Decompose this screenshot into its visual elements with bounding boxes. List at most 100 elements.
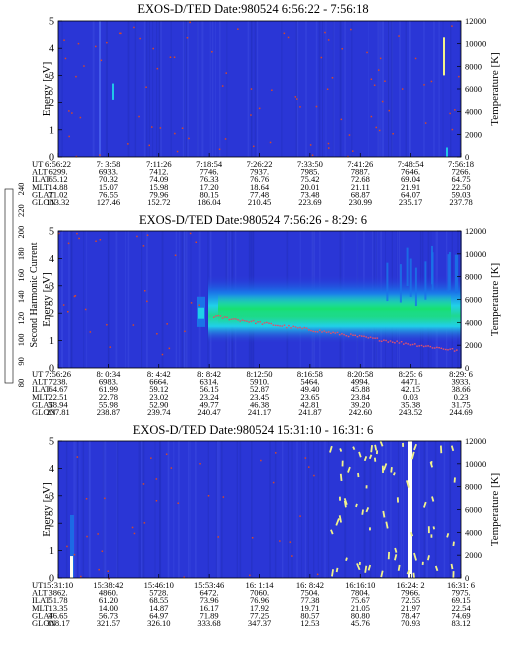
- trace-point: [363, 455, 368, 462]
- streak: [70, 231, 73, 368]
- panel-1-title: EXOS-D/TED Date:980524 6:56:22 - 7:56:18: [137, 2, 368, 16]
- trace-point: [341, 48, 343, 50]
- streak: [388, 21, 389, 157]
- panel-2-plot: 0 1 2 3 4 5 Energy [eV] 0 2000 4000 6000 8000 10000 1…: [32, 226, 501, 417]
- trace-point: [447, 349, 449, 351]
- streak: [146, 231, 148, 368]
- trace-point: [338, 515, 342, 523]
- table-cell: 7985.: [300, 167, 319, 177]
- table-cell: 5464.: [300, 377, 319, 387]
- trace-point: [217, 536, 219, 538]
- trace-point: [452, 541, 455, 547]
- streak: [443, 441, 446, 578]
- y-axis-right: 0 2000 4000 6000 8000 10000 12000 Temperature […: [457, 16, 501, 162]
- y-tick-label: 4: [49, 44, 54, 55]
- table-cell: 77.25: [250, 610, 269, 620]
- trace-point: [313, 474, 315, 477]
- trace-point: [308, 329, 310, 331]
- trace-point: [392, 133, 394, 135]
- row-label: ILAT: [32, 595, 51, 605]
- y2-tick-label: 6000: [465, 295, 482, 305]
- table-cell: 0.23: [454, 392, 469, 402]
- trace-point: [156, 333, 158, 335]
- trace-point: [255, 322, 257, 325]
- row-label: ALT: [32, 167, 49, 177]
- trace-point: [301, 327, 303, 330]
- trace-point: [228, 318, 231, 321]
- trace-point: [410, 451, 415, 460]
- trace-point: [375, 126, 377, 129]
- table-cell: 21.11: [351, 182, 370, 192]
- streak: [215, 441, 217, 578]
- trace-point: [304, 457, 307, 459]
- trace-point: [335, 567, 339, 573]
- table-cell: 74.69: [451, 610, 470, 620]
- trace-point: [312, 330, 314, 333]
- panel-2: EXOS-D/TED Date:980524 7:56:26 - 8:29: 6…: [32, 213, 501, 417]
- y-tick-label: 2: [49, 309, 54, 320]
- trace-point: [168, 347, 171, 350]
- panel-1-plot: 0 1 2 3 4 5 Energy [eV] 0 2000 4000 6000 8000 10000 1…: [32, 16, 501, 207]
- trace-point: [416, 345, 418, 347]
- trace-point: [319, 329, 321, 331]
- table-cell: 7746.: [200, 167, 219, 177]
- trace-point: [451, 128, 454, 131]
- trace-point: [380, 570, 384, 578]
- trace-point: [222, 496, 225, 498]
- colorbar-title: Second Harmonic Current: [29, 242, 40, 347]
- trace-point: [348, 134, 351, 136]
- table-cell: 52.90: [149, 399, 168, 409]
- streak: [364, 441, 366, 578]
- streak: [182, 21, 185, 157]
- streak: [377, 21, 380, 157]
- streak: [216, 441, 219, 578]
- orbit-table: UT 7:56:26 8: 0:34 8: 4:42 8: 8:42 8:12:50 8:1…: [32, 369, 473, 417]
- table-cell: 23.65: [300, 392, 319, 402]
- data-gap: [408, 441, 412, 578]
- trace-point: [328, 147, 330, 149]
- trace-point: [423, 84, 425, 86]
- trace-point: [347, 155, 349, 158]
- trace-point: [390, 467, 393, 473]
- trace-point: [383, 339, 385, 341]
- table-cell: 16.17: [200, 603, 219, 613]
- y-tick-label: 5: [49, 17, 54, 28]
- trace-point: [409, 531, 414, 537]
- streak: [368, 21, 369, 157]
- streak: [307, 441, 309, 578]
- row-label: UT: [32, 369, 44, 379]
- trace-point: [425, 345, 427, 347]
- streak: [190, 231, 192, 368]
- table-cell: 6314.: [200, 377, 219, 387]
- table-cell: 8: 8:42: [197, 369, 221, 379]
- trace-point: [58, 232, 60, 235]
- trace-point: [85, 498, 88, 500]
- streak: [403, 441, 405, 578]
- streak: [89, 441, 91, 578]
- trace-point: [370, 78, 373, 80]
- trace-point: [367, 564, 372, 571]
- y-tick-label: 1: [49, 546, 54, 557]
- streak: [185, 231, 188, 368]
- trace-point: [431, 347, 434, 349]
- streak: [382, 21, 384, 157]
- table-cell: 230.99: [349, 197, 372, 207]
- trace-point: [237, 28, 239, 30]
- trace-point: [453, 477, 456, 483]
- streak: [391, 21, 393, 157]
- trace-point: [132, 324, 135, 326]
- table-cell: 244.69: [449, 407, 472, 417]
- trace-point: [385, 521, 389, 529]
- table-cell: 6983.: [99, 377, 118, 387]
- table-cell: 8: 0:34: [96, 369, 121, 379]
- feature-cyan: [198, 307, 204, 319]
- streak: [86, 231, 88, 368]
- table-cell: 7:18:54: [196, 159, 223, 169]
- trace-point: [230, 318, 233, 320]
- trace-point: [139, 37, 141, 40]
- trace-point: [104, 497, 106, 500]
- trace-point: [430, 461, 433, 465]
- spectrogram-features: [99, 21, 448, 157]
- colorbar-tick-label: 90: [16, 357, 26, 366]
- trace-point: [376, 337, 379, 339]
